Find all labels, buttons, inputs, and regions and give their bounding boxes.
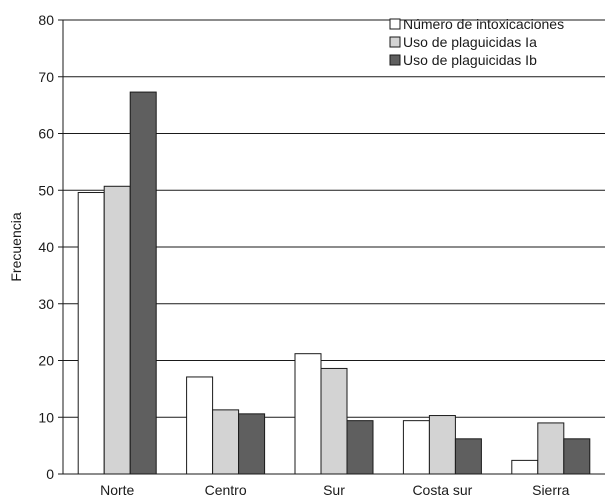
bar [129, 91, 157, 475]
bar [346, 420, 374, 475]
x-category-label: Costa sur [412, 482, 472, 498]
x-axis-category-labels: Norte Centro Sur Costa sur Sierra [100, 482, 570, 498]
bar [238, 413, 266, 475]
legend-label: Número de intoxicaciones [403, 16, 564, 32]
bar [511, 459, 539, 475]
bar [428, 415, 456, 475]
bar [103, 185, 131, 475]
x-category-label: Centro [205, 482, 247, 498]
x-category-label: Norte [100, 482, 134, 498]
bar [77, 192, 105, 475]
bar [454, 438, 482, 475]
y-tick-label: 80 [38, 12, 54, 28]
bar [186, 376, 214, 475]
y-tick-label: 70 [38, 69, 54, 85]
legend-swatch [389, 36, 401, 48]
y-tick-label: 20 [38, 353, 54, 369]
legend-label: Uso de plaguicidas Ib [403, 52, 537, 68]
x-category-label: Sierra [532, 482, 570, 498]
legend-swatch [389, 54, 401, 66]
y-tick-label: 0 [46, 466, 54, 482]
y-tick-label: 10 [38, 409, 54, 425]
y-axis-label: Frecuencia [8, 212, 24, 281]
bar [294, 353, 322, 475]
y-tick-label: 40 [38, 239, 54, 255]
bar [563, 438, 591, 475]
bar [212, 409, 240, 475]
bar [402, 420, 430, 475]
x-category-label: Sur [323, 482, 345, 498]
legend-label: Uso de plaguicidas Ia [403, 34, 537, 50]
y-tick-label: 50 [38, 182, 54, 198]
y-tick-label: 60 [38, 126, 54, 142]
bars [77, 91, 591, 475]
y-tick-label: 30 [38, 296, 54, 312]
legend-swatch [389, 18, 401, 30]
y-axis-ticks: 0 10 20 30 40 50 60 70 80 [38, 12, 63, 482]
bar [537, 422, 565, 475]
bar [320, 367, 348, 475]
legend: Número de intoxicaciones Uso de plaguicid… [389, 16, 564, 68]
